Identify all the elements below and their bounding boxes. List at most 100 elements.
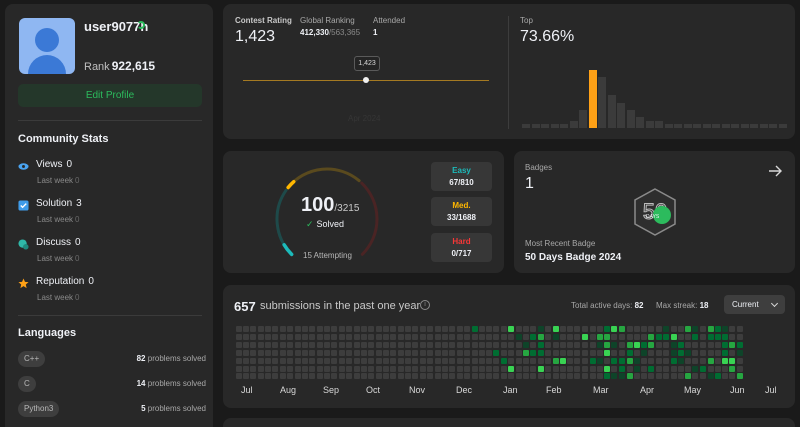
heatmap-cell[interactable] — [236, 349, 242, 356]
heatmap-cell[interactable] — [479, 373, 486, 380]
heatmap-cell[interactable] — [361, 349, 368, 356]
heatmap-cell[interactable] — [552, 326, 559, 332]
heatmap-cell[interactable] — [618, 341, 625, 348]
heatmap-cell[interactable] — [699, 341, 706, 348]
heatmap-cell[interactable] — [729, 333, 736, 340]
heatmap-cell[interactable] — [301, 349, 308, 356]
heatmap-cell[interactable] — [324, 326, 331, 332]
heatmap-cell[interactable] — [662, 357, 669, 364]
heatmap-cell[interactable] — [368, 333, 375, 340]
heatmap-cell[interactable] — [486, 333, 493, 340]
heatmap-cell[interactable] — [463, 326, 470, 332]
heatmap-cell[interactable] — [515, 333, 522, 340]
heatmap-cell[interactable] — [574, 373, 581, 380]
heatmap-cell[interactable] — [581, 326, 588, 332]
heatmap-cell[interactable] — [678, 373, 684, 380]
heatmap-cell[interactable] — [375, 326, 382, 332]
heatmap-cell[interactable] — [544, 373, 551, 380]
heatmap-cell[interactable] — [523, 326, 530, 332]
heatmap-cell[interactable] — [345, 357, 352, 364]
heatmap-cell[interactable] — [338, 341, 345, 348]
heatmap-cell[interactable] — [250, 365, 257, 372]
heatmap-cell[interactable] — [280, 349, 287, 356]
heatmap-cell[interactable] — [317, 349, 324, 356]
heatmap-cell[interactable] — [655, 326, 662, 332]
heatmap-cell[interactable] — [596, 341, 603, 348]
heatmap-cell[interactable] — [611, 349, 618, 356]
heatmap-cell[interactable] — [317, 326, 324, 332]
heatmap-cell[interactable] — [272, 333, 278, 340]
heatmap-cell[interactable] — [479, 326, 486, 332]
heatmap-cell[interactable] — [736, 349, 743, 356]
heatmap-cell[interactable] — [301, 373, 308, 380]
heatmap-cell[interactable] — [596, 357, 603, 364]
heatmap-cell[interactable] — [633, 333, 640, 340]
heatmap-cell[interactable] — [611, 373, 618, 380]
heatmap-cell[interactable] — [523, 365, 530, 372]
heatmap-cell[interactable] — [596, 326, 603, 332]
heatmap-cell[interactable] — [596, 365, 603, 372]
heatmap-cell[interactable] — [692, 326, 699, 332]
heatmap-cell[interactable] — [507, 357, 514, 364]
heatmap-cell[interactable] — [493, 349, 500, 356]
heatmap-cell[interactable] — [567, 341, 574, 348]
heatmap-cell[interactable] — [389, 341, 396, 348]
heatmap-cell[interactable] — [722, 365, 729, 372]
heatmap-cell[interactable] — [537, 333, 544, 340]
heatmap-cell[interactable] — [287, 333, 294, 340]
heatmap-cell[interactable] — [729, 341, 736, 348]
heatmap-cell[interactable] — [567, 357, 574, 364]
heatmap-cell[interactable] — [604, 341, 611, 348]
heatmap-cell[interactable] — [382, 373, 389, 380]
heatmap-cell[interactable] — [294, 349, 301, 356]
heatmap-cell[interactable] — [389, 349, 396, 356]
heatmap-cell[interactable] — [479, 341, 486, 348]
heatmap-cell[interactable] — [589, 333, 596, 340]
heatmap-cell[interactable] — [419, 357, 426, 364]
heatmap-cell[interactable] — [560, 373, 567, 380]
heatmap-cell[interactable] — [544, 341, 551, 348]
heatmap-cell[interactable] — [442, 373, 449, 380]
language-tag[interactable]: Python3 — [18, 401, 60, 417]
heatmap-cell[interactable] — [626, 365, 633, 372]
heatmap-cell[interactable] — [699, 357, 706, 364]
heatmap-cell[interactable] — [398, 326, 405, 332]
heatmap-cell[interactable] — [375, 341, 382, 348]
heatmap-cell[interactable] — [655, 349, 662, 356]
heatmap-cell[interactable] — [655, 373, 662, 380]
heatmap-cell[interactable] — [287, 341, 294, 348]
heatmap-cell[interactable] — [361, 365, 368, 372]
heatmap-cell[interactable] — [507, 333, 514, 340]
heatmap-cell[interactable] — [655, 333, 662, 340]
heatmap-cell[interactable] — [544, 365, 551, 372]
heatmap-cell[interactable] — [375, 365, 382, 372]
heatmap-cell[interactable] — [537, 365, 544, 372]
heatmap-cell[interactable] — [280, 333, 287, 340]
heatmap-cell[interactable] — [294, 333, 301, 340]
heatmap-cell[interactable] — [398, 365, 405, 372]
heatmap-cell[interactable] — [412, 349, 419, 356]
heatmap-cell[interactable] — [353, 341, 360, 348]
heatmap-cell[interactable] — [596, 373, 603, 380]
heatmap-cell[interactable] — [257, 341, 264, 348]
heatmap-cell[interactable] — [581, 373, 588, 380]
heatmap-cell[interactable] — [515, 349, 522, 356]
heatmap-cell[interactable] — [707, 373, 714, 380]
heatmap-cell[interactable] — [523, 373, 530, 380]
heatmap-cell[interactable] — [670, 357, 677, 364]
heatmap-cell[interactable] — [589, 349, 596, 356]
heatmap-cell[interactable] — [560, 341, 567, 348]
heatmap-cell[interactable] — [398, 373, 405, 380]
heatmap-cell[interactable] — [714, 357, 721, 364]
heatmap-cell[interactable] — [243, 326, 250, 332]
heatmap-cell[interactable] — [678, 365, 684, 372]
heatmap-cell[interactable] — [426, 333, 433, 340]
heatmap-cell[interactable] — [353, 373, 360, 380]
heatmap-cell[interactable] — [479, 349, 486, 356]
heatmap-cell[interactable] — [426, 357, 433, 364]
heatmap-cell[interactable] — [257, 333, 264, 340]
heatmap-cell[interactable] — [257, 365, 264, 372]
heatmap-cell[interactable] — [486, 341, 493, 348]
heatmap-cell[interactable] — [530, 326, 537, 332]
heatmap-cell[interactable] — [581, 349, 588, 356]
